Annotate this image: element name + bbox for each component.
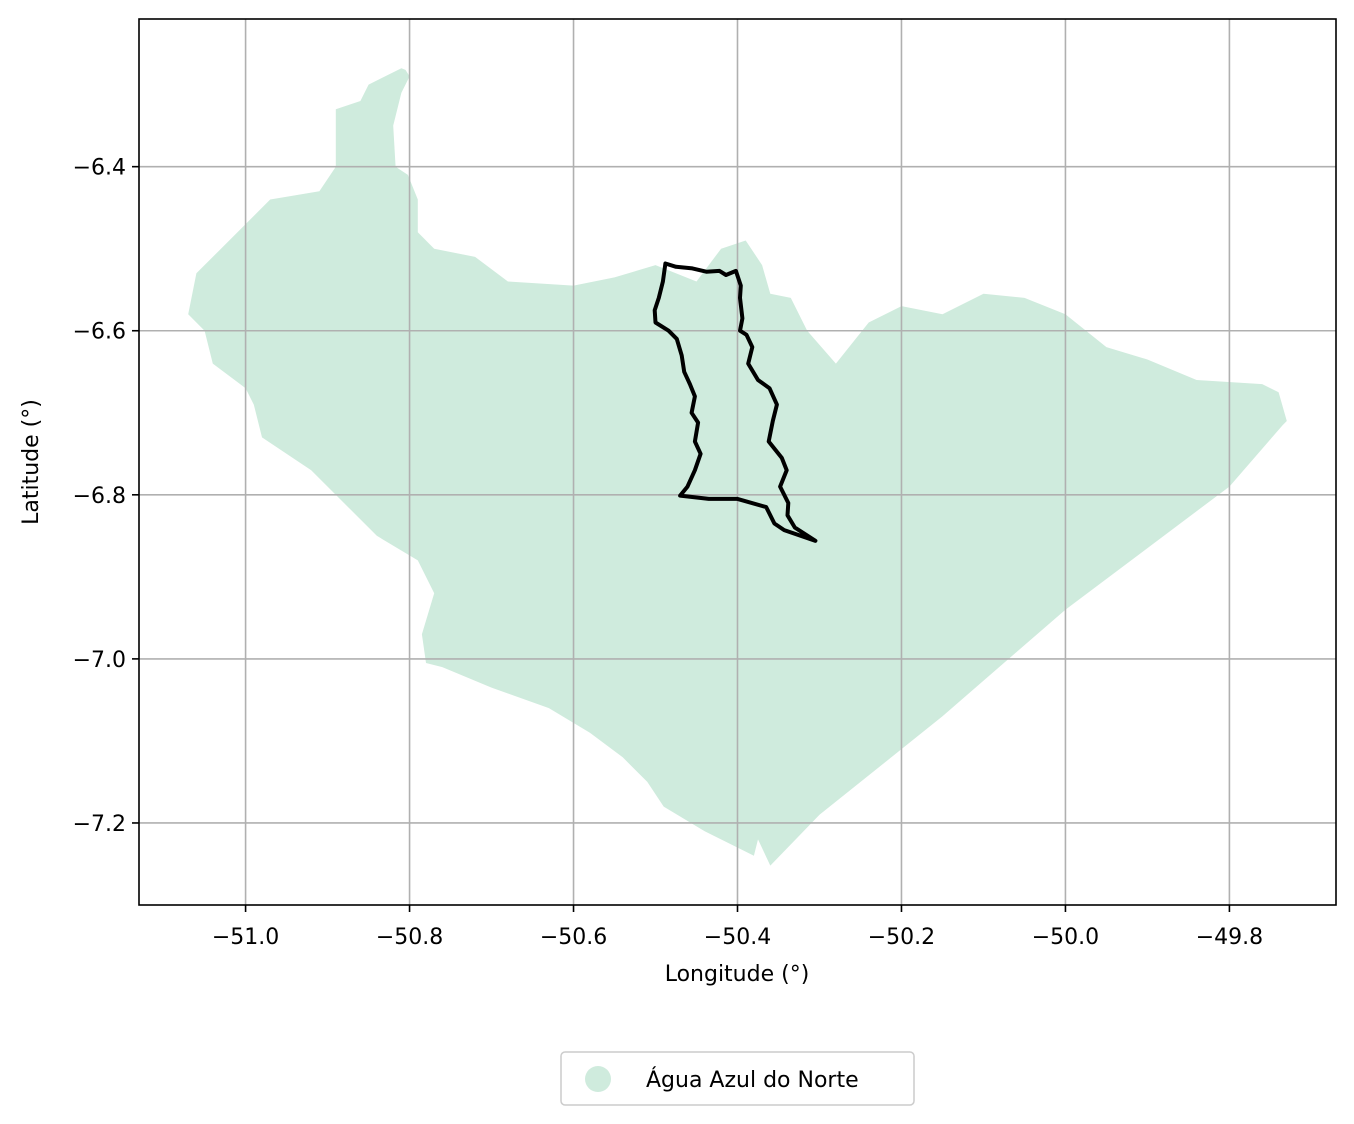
x-tick-label: −50.6	[540, 925, 607, 950]
y-axis-ticks: −6.4 −6.6 −6.8 −7.0 −7.2	[73, 156, 139, 837]
x-tick-label: −49.8	[1196, 925, 1263, 950]
x-axis-label: Longitude (°)	[665, 962, 810, 987]
y-axis-label: Latitude (°)	[19, 399, 44, 525]
legend-label: Água Azul do Norte	[646, 1067, 859, 1093]
x-axis-ticks: −51.0 −50.8 −50.6 −50.4 −50.2 −50.0 −49.8	[212, 905, 1263, 950]
legend-marker	[585, 1066, 611, 1092]
y-tick-label: −6.4	[73, 156, 126, 181]
legend-box	[560, 1051, 915, 1106]
boundary-outline	[652, 261, 818, 543]
gridlines	[139, 19, 1336, 905]
x-tick-label: −51.0	[212, 925, 279, 950]
x-tick-label: −50.4	[704, 925, 771, 950]
y-tick-label: −6.6	[73, 320, 126, 345]
y-tick-label: −7.0	[73, 648, 126, 673]
x-tick-label: −50.0	[1032, 925, 1099, 950]
x-tick-label: −50.2	[868, 925, 935, 950]
outline-layer	[652, 261, 818, 543]
x-tick-label: −50.8	[376, 925, 443, 950]
y-tick-label: −7.2	[73, 812, 126, 837]
legend: Água Azul do Norte	[560, 1051, 915, 1106]
y-tick-label: −6.8	[73, 484, 126, 509]
